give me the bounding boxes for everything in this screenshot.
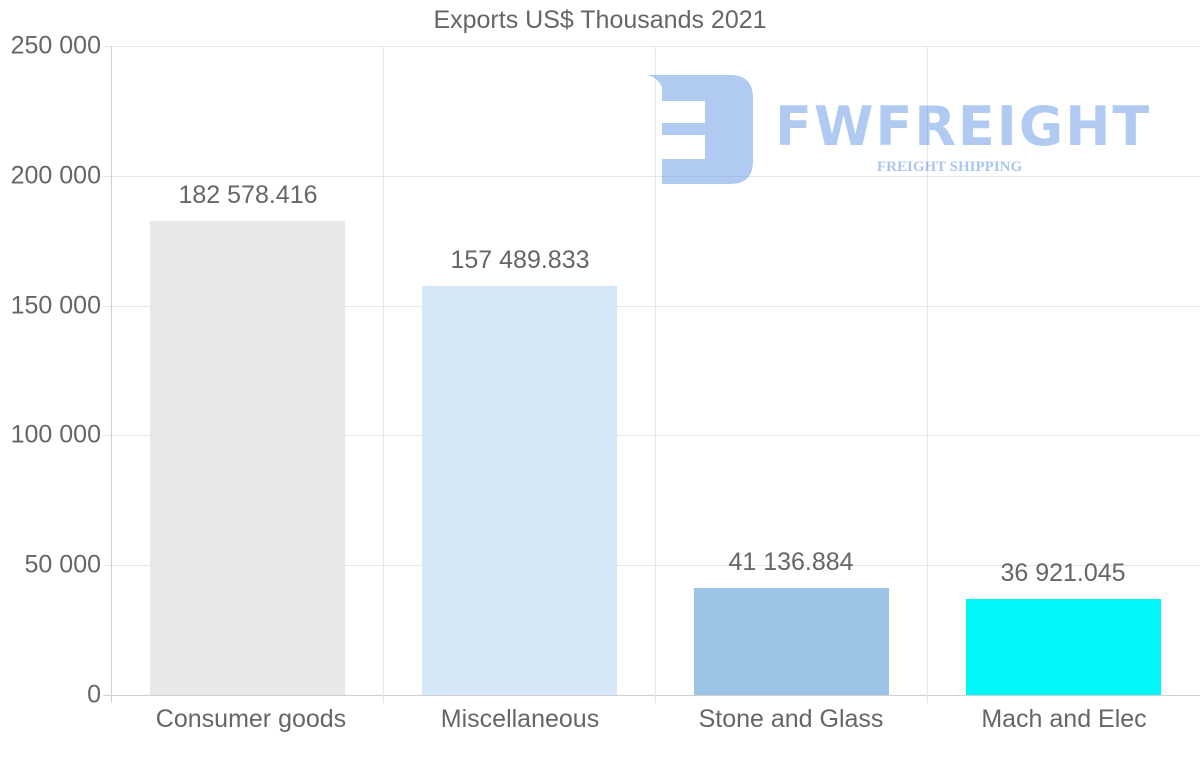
value-label: 36 921.045 [1000, 559, 1126, 587]
x-tick-label: Miscellaneous [440, 705, 600, 733]
gridline-250000 [103, 46, 1200, 47]
y-tick-label: 150 000 [10, 291, 101, 320]
vgrid-2 [655, 46, 656, 703]
value-label: 41 136.884 [728, 548, 854, 576]
bar-mach-and-elec[interactable] [966, 599, 1161, 695]
value-label: 182 578.416 [178, 181, 318, 209]
x-axis-line [103, 695, 1200, 696]
y-tick-label: 200 000 [10, 161, 101, 190]
y-tick-label: 250 000 [10, 31, 101, 60]
y-tick-label: 100 000 [10, 420, 101, 449]
vgrid-1 [383, 46, 384, 703]
x-tick-label: Mach and Elec [981, 705, 1147, 733]
x-tick-label: Consumer goods [155, 705, 347, 733]
y-axis-line [111, 46, 112, 703]
gridline-200000 [103, 176, 1200, 177]
y-tick-label: 50 000 [24, 550, 101, 579]
vgrid-3 [927, 46, 928, 703]
bar-miscellaneous[interactable] [422, 286, 617, 695]
y-tick-label: 0 [87, 680, 101, 709]
plot-area [103, 46, 1200, 703]
value-label: 157 489.833 [450, 246, 590, 274]
x-tick-label: Stone and Glass [698, 705, 884, 733]
bar-stone-and-glass[interactable] [694, 588, 889, 695]
bar-consumer-goods[interactable] [150, 221, 345, 695]
gridline-100000 [103, 435, 1200, 436]
gridline-50000 [103, 565, 1200, 566]
gridline-150000 [103, 306, 1200, 307]
chart-title: Exports US$ Thousands 2021 [433, 6, 767, 34]
